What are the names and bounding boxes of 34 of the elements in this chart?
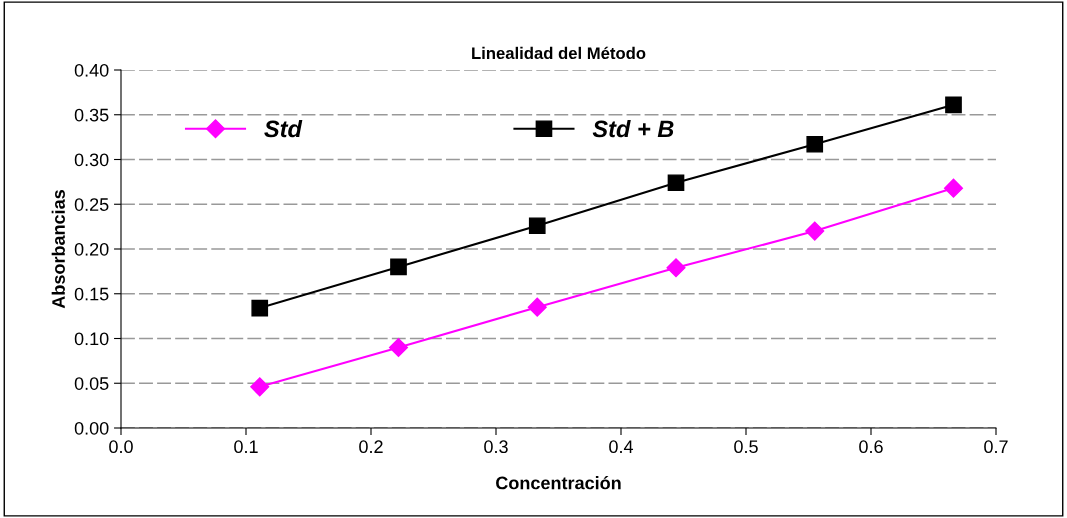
legend-label: Std <box>264 119 303 138</box>
y-tick-label: 0.00 <box>74 421 109 435</box>
y-tick-label: 0.35 <box>74 108 109 122</box>
y-tick-label: 0.15 <box>74 287 109 301</box>
x-axis-title: Concentración <box>496 475 621 490</box>
x-tick-label: 0.0 <box>109 440 133 454</box>
y-tick-label: 0.05 <box>74 377 109 390</box>
y-tick-label: 0.30 <box>74 153 109 167</box>
point <box>806 135 824 153</box>
x-tick-label: 0.2 <box>359 440 383 454</box>
point <box>527 297 547 317</box>
x-tick-label: 0.7 <box>984 440 1008 454</box>
y-axis-title: Absorbancias <box>51 190 65 309</box>
point <box>250 377 270 397</box>
x-tick-label: 0.5 <box>734 440 758 454</box>
y-tick-label: 0.40 <box>74 63 109 77</box>
point <box>388 337 409 357</box>
point <box>666 258 686 278</box>
point <box>528 217 546 235</box>
point <box>390 258 407 276</box>
point <box>945 96 962 114</box>
x-tick-label: 0.6 <box>859 440 883 454</box>
x-tick-label: 0.3 <box>484 440 508 454</box>
chart-title: Linealidad del Método <box>472 46 646 60</box>
y-tick-label: 0.25 <box>74 198 109 211</box>
x-tick-label: 0.1 <box>234 440 258 454</box>
point <box>667 174 685 192</box>
y-tick-label: 0.20 <box>74 242 109 256</box>
point <box>943 178 964 198</box>
y-tick-label: 0.10 <box>74 332 109 346</box>
point <box>805 221 825 241</box>
legend-label: Std + B <box>592 119 674 138</box>
x-tick-label: 0.4 <box>609 440 634 454</box>
point <box>251 299 269 317</box>
